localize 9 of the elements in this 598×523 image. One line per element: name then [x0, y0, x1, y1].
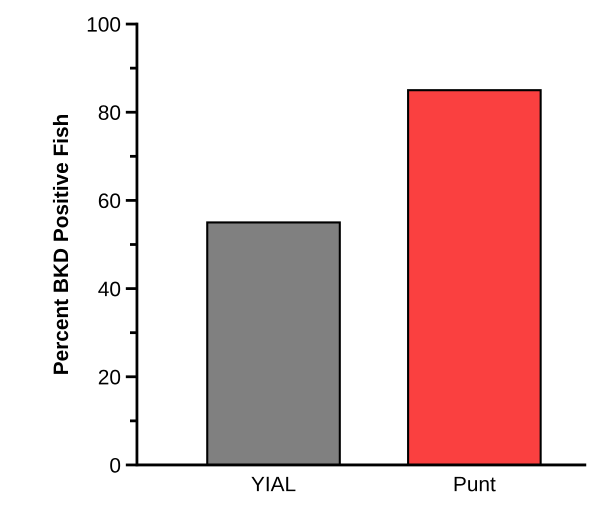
- x-tick-label: Punt: [454, 476, 496, 492]
- y-tick-label: 100: [88, 17, 120, 32]
- y-tick-label: 0: [110, 458, 120, 473]
- y-tick-label: 20: [98, 370, 120, 385]
- y-tick-label: 40: [98, 282, 120, 296]
- y-tick-label: 80: [98, 105, 120, 120]
- y-axis-title: Percent BKD Positive Fish: [52, 114, 68, 374]
- y-tick-label: 60: [98, 193, 120, 208]
- x-tick-label: YIAL: [251, 476, 296, 492]
